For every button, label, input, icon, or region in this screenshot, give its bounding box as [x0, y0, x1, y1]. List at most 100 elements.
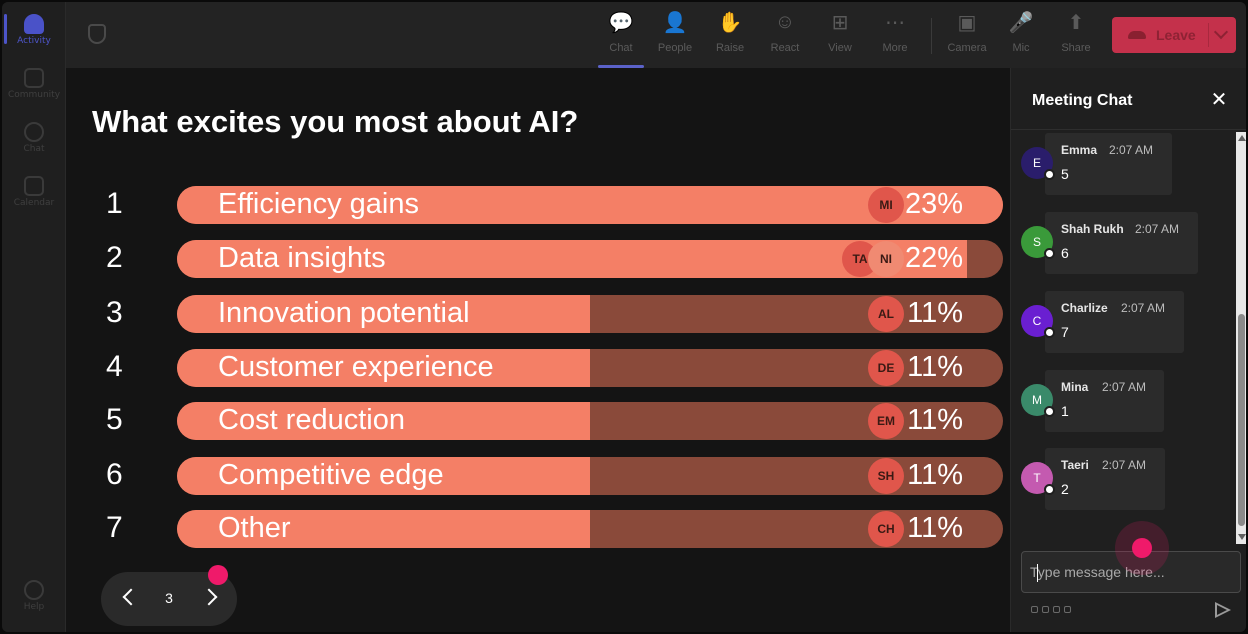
scrollbar-thumb[interactable] — [1238, 314, 1245, 526]
presence-status-icon — [1044, 248, 1055, 259]
chat-message[interactable]: Taeri 2:07 AM 2 — [1045, 448, 1165, 510]
chevron-down-icon[interactable] — [1213, 24, 1229, 40]
chat-message-author: Shah Rukh — [1061, 222, 1124, 236]
chat-message-text: 1 — [1061, 403, 1069, 419]
rail-item-help[interactable]: Help — [2, 572, 66, 620]
chat-message-timestamp: 2:07 AM — [1121, 301, 1166, 315]
leave-button-label: Leave — [1156, 27, 1196, 43]
toolbar-people-button[interactable]: 👤 People — [650, 10, 700, 62]
poll-option-number: 4 — [106, 350, 123, 383]
attach-icon[interactable] — [1042, 606, 1049, 613]
poll-stage: What excites you most about AI? 1 Efficie… — [66, 68, 1010, 632]
toolbar-mic-button[interactable]: 🎤 Mic — [996, 10, 1046, 62]
toolbar-button-label: More — [882, 42, 908, 54]
chat-message-author: Charlize — [1061, 301, 1108, 315]
chat-message-author: Taeri — [1061, 458, 1089, 472]
poll-option-percent: 11% — [907, 351, 963, 383]
avatar-initial: E — [1032, 156, 1041, 170]
rail-item-community[interactable]: Community — [2, 60, 66, 108]
chat-message[interactable]: Shah Rukh 2:07 AM 6 — [1045, 212, 1198, 274]
poll-option-number: 6 — [106, 458, 123, 491]
share-screen-icon: ⬆ — [1067, 11, 1085, 34]
poll-option-label: Competitive edge — [218, 459, 444, 491]
avatar-initial: C — [1032, 314, 1042, 328]
poll-option-number: 7 — [106, 511, 123, 544]
toolbar-view-button[interactable]: ⊞ View — [815, 10, 865, 62]
toolbar-button-label: View — [828, 42, 852, 54]
page-number: 3 — [165, 590, 173, 606]
chat-scrollbar[interactable] — [1236, 132, 1246, 544]
poll-option-bar[interactable]: Competitive edge 11% SH — [177, 457, 1003, 495]
avatar[interactable]: E — [1021, 147, 1055, 180]
avatar[interactable]: M — [1021, 384, 1055, 417]
poll-option-bar[interactable]: Data insights 22% TA NI — [177, 240, 1003, 278]
presence-status-icon — [1044, 406, 1055, 417]
gif-icon[interactable] — [1064, 606, 1071, 613]
poll-option-fill — [177, 510, 590, 548]
rail-item-chat[interactable]: Chat — [2, 114, 66, 162]
poll-option-bar[interactable]: Cost reduction 11% EM — [177, 402, 1003, 440]
chevron-right-icon[interactable] — [200, 588, 218, 606]
avatar[interactable]: T — [1021, 462, 1055, 495]
toolbar-button-label: Share — [1061, 42, 1091, 54]
poll-option-fill — [177, 186, 1003, 224]
toolbar-chat-button[interactable]: 💬 Chat — [596, 10, 646, 68]
rail-item-label: Calendar — [13, 198, 55, 208]
presence-status-icon — [1044, 169, 1055, 180]
close-icon[interactable]: ✕ — [1210, 89, 1228, 111]
chat-message-input[interactable] — [1030, 561, 1230, 583]
divider — [1011, 129, 1246, 130]
presence-status-icon — [1044, 327, 1055, 338]
scroll-up-arrow-icon[interactable] — [1238, 135, 1246, 141]
voter-avatar: DE — [868, 350, 904, 386]
rail-item-calendar[interactable]: Calendar — [2, 168, 66, 216]
avatar-initial: T — [1033, 471, 1041, 485]
chat-message-author: Emma — [1061, 143, 1098, 157]
voter-avatar: AL — [868, 296, 904, 332]
smiley-icon: ☺ — [774, 10, 796, 33]
toolbar-react-button[interactable]: ☺ React — [760, 10, 810, 62]
toolbar-button-label: Chat — [609, 42, 633, 54]
camera-off-icon: ▣ — [957, 11, 977, 34]
toolbar-raise-button[interactable]: ✋ Raise — [705, 10, 755, 62]
chat-message-field[interactable] — [1021, 551, 1241, 593]
voter-avatar: CH — [868, 511, 904, 547]
toolbar-more-button[interactable]: ⋯ More — [870, 10, 920, 62]
chevron-left-icon[interactable] — [122, 588, 140, 606]
poll-option-fill — [177, 295, 590, 333]
scroll-down-arrow-icon[interactable] — [1238, 534, 1246, 540]
chat-message[interactable]: Emma 2:07 AM 5 — [1045, 133, 1172, 195]
poll-question: What excites you most about AI? — [92, 104, 579, 139]
toolbar-button-label: Mic — [1012, 42, 1030, 54]
poll-option-fill — [177, 349, 590, 387]
poll-option-label: Efficiency gains — [218, 188, 419, 220]
voter-avatar: NI — [868, 241, 904, 277]
send-icon[interactable] — [1215, 602, 1231, 618]
meeting-toolbar: 💬 Chat 👤 People ✋ Raise ☺ React ⊞ View ⋯… — [66, 2, 1246, 68]
rail-item-activity[interactable]: Activity — [2, 6, 66, 54]
chat-message[interactable]: Charlize 2:07 AM 7 — [1045, 291, 1184, 353]
toolbar-share-button[interactable]: ⬆ Share — [1051, 10, 1101, 62]
poll-option-bar[interactable]: Innovation potential 11% AL — [177, 295, 1003, 333]
toolbar-camera-button[interactable]: ▣ Camera — [942, 10, 992, 62]
toolbar-button-label: React — [770, 42, 800, 54]
chat-message-timestamp: 2:07 AM — [1109, 143, 1154, 157]
format-icon[interactable] — [1031, 606, 1038, 613]
avatar[interactable]: C — [1021, 305, 1055, 338]
chat-message-timestamp: 2:07 AM — [1102, 380, 1147, 394]
poll-option-bar[interactable]: Customer experience 11% DE — [177, 349, 1003, 387]
people-icon: 👤 — [662, 11, 688, 34]
chat-message[interactable]: Mina 2:07 AM 1 — [1045, 370, 1164, 432]
poll-option-bar[interactable]: Other 11% CH — [177, 510, 1003, 548]
toolbar-divider — [931, 18, 932, 54]
emoji-icon[interactable] — [1053, 606, 1060, 613]
leave-button[interactable]: Leave — [1112, 17, 1236, 53]
poll-option-percent: 11% — [907, 459, 963, 491]
poll-option-label: Data insights — [218, 242, 386, 274]
rail-item-label: Help — [23, 602, 45, 612]
poll-option-bar[interactable]: Efficiency gains 23% MI — [177, 186, 1003, 224]
poll-option-percent: 11% — [907, 404, 963, 436]
grid-view-icon: ⊞ — [831, 11, 849, 34]
shield-icon[interactable] — [88, 24, 106, 44]
avatar[interactable]: S — [1021, 226, 1055, 259]
